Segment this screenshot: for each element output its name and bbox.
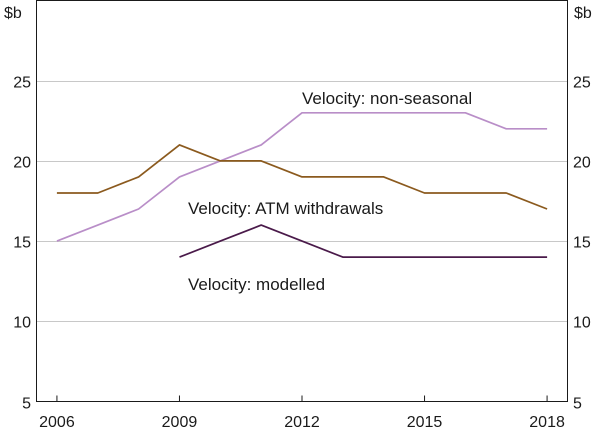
y-tick-label-right-20: 20 <box>573 155 591 172</box>
series-lines <box>56 111 548 258</box>
x-tick-label-2009: 2009 <box>162 414 198 431</box>
y-tick-label-right-5: 5 <box>573 396 582 413</box>
y-tick-label-left-15: 15 <box>13 235 31 252</box>
axis-labels: 5 5 10 10 15 15 20 20 25 25 2006 2009 2012 2015 2018 <box>13 75 591 431</box>
series-line-2 <box>179 224 548 258</box>
y-tick-label-left-25: 25 <box>13 75 31 92</box>
x-tick-label-2015: 2015 <box>407 414 443 431</box>
x-tick-label-2018: 2018 <box>529 414 565 431</box>
y-tick-label-right-10: 10 <box>573 315 591 332</box>
series-label-non-seasonal: Velocity: non-seasonal <box>302 89 472 108</box>
axis-ticks <box>56 395 548 402</box>
y-tick-label-right-25: 25 <box>573 75 591 92</box>
y-tick-label-right-15: 15 <box>573 235 591 252</box>
series-label-atm-withdrawals: Velocity: ATM withdrawals <box>188 199 383 218</box>
y-axis-unit-right: $b <box>574 5 592 22</box>
y-tick-label-left-10: 10 <box>13 315 31 332</box>
series-line-0 <box>56 111 548 242</box>
series-line-1 <box>56 144 548 210</box>
series-label-modelled: Velocity: modelled <box>188 275 325 294</box>
y-tick-label-left-20: 20 <box>13 155 31 172</box>
x-tick-label-2006: 2006 <box>39 414 75 431</box>
y-axis-unit-left: $b <box>4 5 22 22</box>
gridlines <box>36 81 568 322</box>
y-tick-label-left-5: 5 <box>22 396 31 413</box>
x-tick-label-2012: 2012 <box>284 414 320 431</box>
